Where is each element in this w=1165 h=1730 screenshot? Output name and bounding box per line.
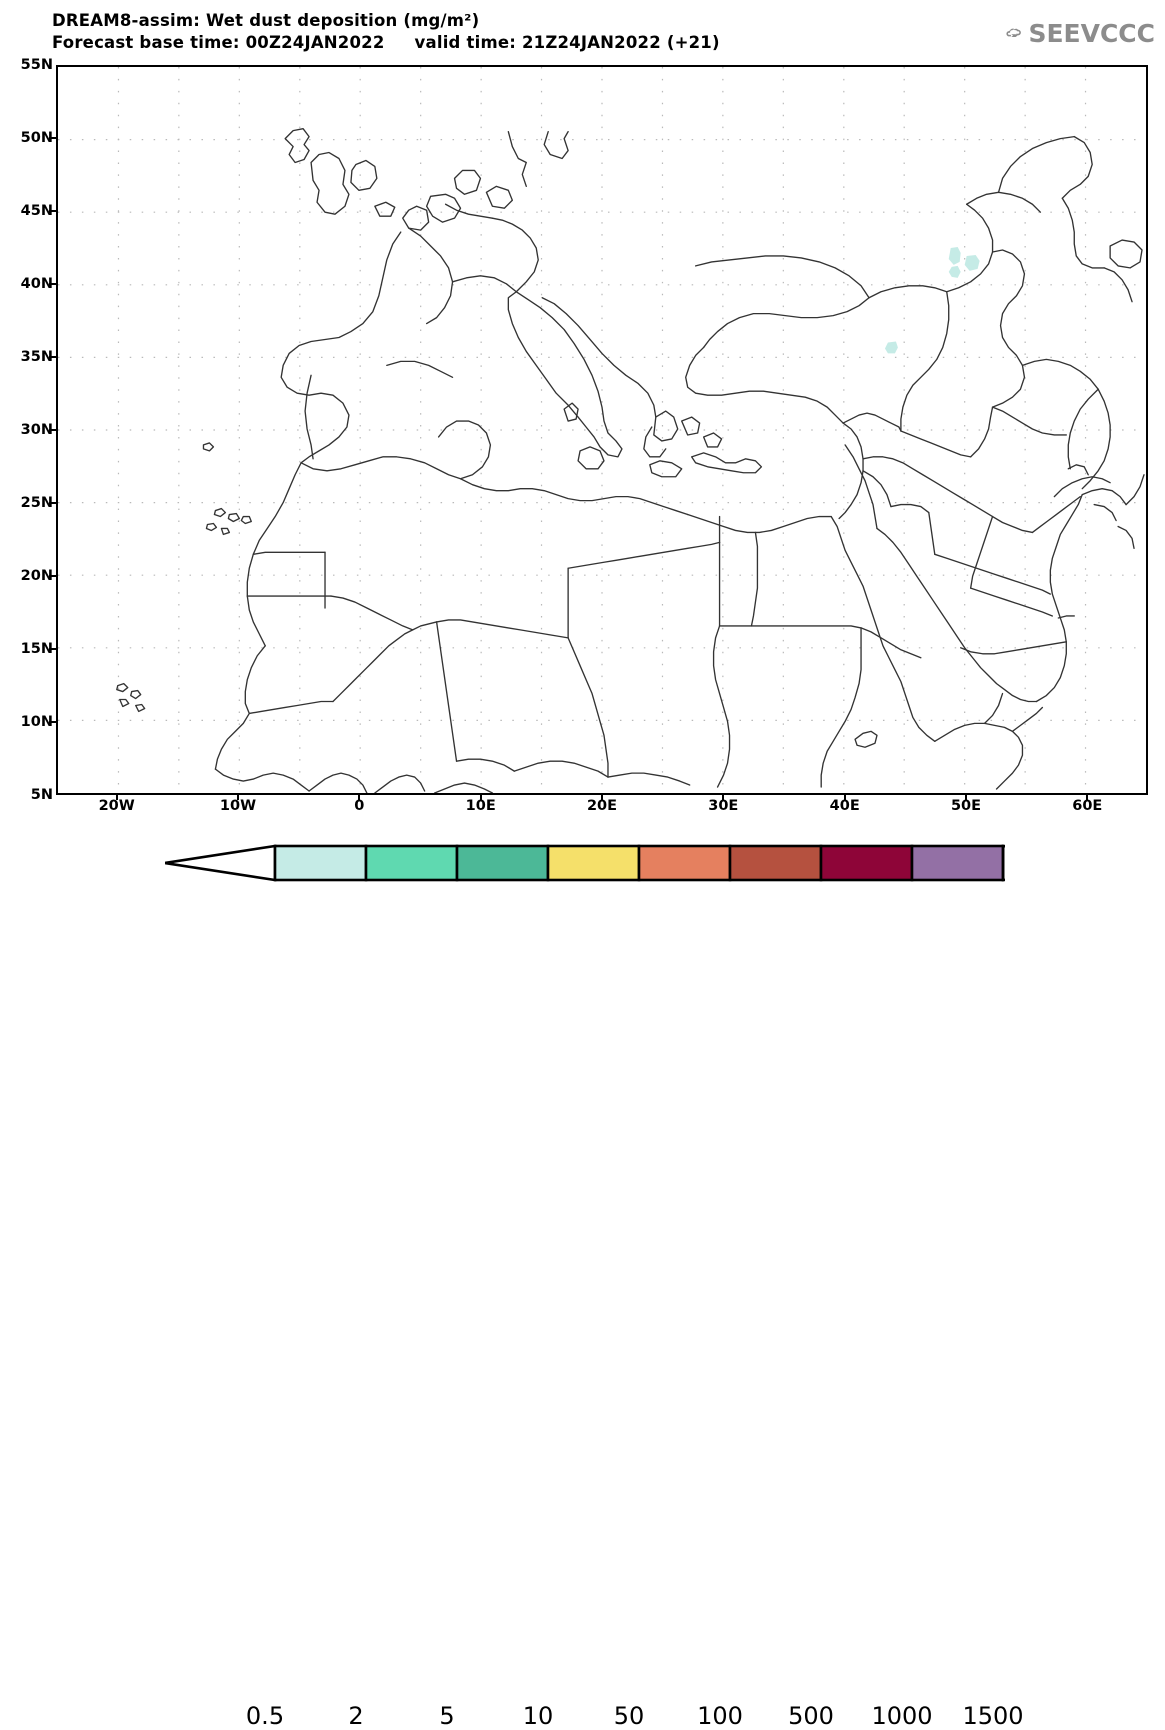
colorbar-tick-5: 5 bbox=[439, 1702, 455, 1730]
y-tick-mark bbox=[49, 575, 56, 577]
y-tick-mark bbox=[49, 429, 56, 431]
y-tick-mark bbox=[49, 721, 56, 723]
x-tick-mark bbox=[965, 793, 967, 800]
y-tick-label-50N: 50N bbox=[20, 130, 53, 146]
colorbar-tick-50: 50 bbox=[613, 1702, 645, 1730]
colorbar-tick-10: 10 bbox=[522, 1702, 554, 1730]
colorbar-tick-0.5: 0.5 bbox=[245, 1702, 285, 1730]
y-tick-label-10N: 10N bbox=[20, 714, 53, 730]
x-tick-label-10E: 10E bbox=[465, 798, 496, 814]
x-tick-mark bbox=[1086, 793, 1089, 800]
y-tick-label-5N: 5N bbox=[30, 787, 53, 803]
forecast-base-time: Forecast base time: 00Z24JAN2022 bbox=[52, 33, 385, 52]
colorbar-under-arrow[interactable] bbox=[165, 844, 277, 882]
y-tick-mark bbox=[49, 137, 56, 139]
colorbar-bin-5[interactable] bbox=[728, 844, 823, 882]
map-boundaries bbox=[116, 127, 1145, 793]
x-tick-label-60E: 60E bbox=[1072, 798, 1103, 814]
dust-patch-caspian-west bbox=[964, 254, 980, 271]
y-tick-label-35N: 35N bbox=[20, 349, 53, 365]
colorbar-bin-3[interactable] bbox=[546, 844, 641, 882]
x-tick-label-40E: 40E bbox=[829, 798, 860, 814]
y-tick-mark bbox=[49, 648, 56, 650]
cloud-wind-icon bbox=[1006, 28, 1021, 38]
colorbar-bin-1[interactable] bbox=[364, 844, 459, 882]
y-tick-label-20N: 20N bbox=[20, 568, 53, 584]
x-tick-label-20W: 20W bbox=[98, 798, 135, 814]
colorbar-bin-0[interactable] bbox=[273, 844, 368, 882]
colorbar-tick-2: 2 bbox=[348, 1702, 364, 1730]
y-tick-mark bbox=[49, 283, 56, 285]
x-tick-mark bbox=[358, 793, 361, 800]
x-tick-mark bbox=[722, 793, 725, 800]
colorbar-over-arrow[interactable] bbox=[1001, 844, 1005, 882]
x-tick-mark bbox=[115, 793, 118, 800]
header: DREAM8-assim: Wet dust deposition (mg/m²… bbox=[0, 0, 1165, 62]
y-tick-label-40N: 40N bbox=[20, 276, 53, 292]
y-tick-mark bbox=[49, 502, 56, 504]
y-tick-label-45N: 45N bbox=[20, 203, 53, 219]
x-tick-label-20E: 20E bbox=[586, 798, 618, 814]
colorbar-bin-4[interactable] bbox=[637, 844, 732, 882]
dust-deposition-field bbox=[884, 247, 980, 354]
colorbar-bin-7[interactable] bbox=[910, 844, 1005, 882]
x-tick-label-30E: 30E bbox=[708, 798, 739, 814]
y-tick-mark bbox=[49, 356, 56, 358]
seevccc-logo: SEEVCCC bbox=[1005, 14, 1155, 52]
colorbar-bin-2[interactable] bbox=[455, 844, 550, 882]
graticule bbox=[58, 67, 1146, 793]
x-tick-label-50E: 50E bbox=[950, 798, 982, 814]
map-plot-area[interactable] bbox=[56, 65, 1148, 795]
y-tick-label-15N: 15N bbox=[20, 641, 53, 657]
x-tick-mark bbox=[237, 793, 239, 800]
colorbar-tick-1500: 1500 bbox=[962, 1702, 1024, 1730]
x-tick-label-0: 0 bbox=[354, 798, 365, 814]
colorbar-bin-6[interactable] bbox=[819, 844, 914, 882]
x-tick-mark bbox=[843, 793, 846, 800]
colorbar-tick-500: 500 bbox=[788, 1702, 834, 1730]
y-tick-label-30N: 30N bbox=[20, 422, 53, 438]
page-title: DREAM8-assim: Wet dust deposition (mg/m²… bbox=[52, 11, 480, 30]
x-tick-mark bbox=[479, 793, 482, 800]
x-tick-mark bbox=[601, 793, 603, 800]
y-tick-label-55N: 55N bbox=[20, 57, 53, 73]
y-tick-mark bbox=[49, 210, 56, 212]
map-canvas bbox=[58, 67, 1146, 793]
logo-text: SEEVCCC bbox=[1028, 18, 1155, 48]
colorbar-legend[interactable]: 0.5 2 5 10 50 100 500 1000 1500 bbox=[0, 840, 1165, 1730]
forecast-time-line: Forecast base time: 00Z24JAN2022 valid ti… bbox=[52, 33, 720, 52]
valid-time: valid time: 21Z24JAN2022 (+21) bbox=[414, 33, 720, 52]
dust-patch-levant bbox=[884, 341, 898, 354]
colorbar-swatches[interactable] bbox=[165, 844, 1005, 882]
y-tick-label-25N: 25N bbox=[20, 495, 53, 511]
colorbar-tick-100: 100 bbox=[697, 1702, 743, 1730]
x-tick-label-10W: 10W bbox=[219, 798, 257, 814]
dust-patch-caucasus-south bbox=[948, 265, 961, 278]
colorbar-tick-1000: 1000 bbox=[871, 1702, 933, 1730]
dust-patch-caucasus-north bbox=[948, 247, 961, 265]
